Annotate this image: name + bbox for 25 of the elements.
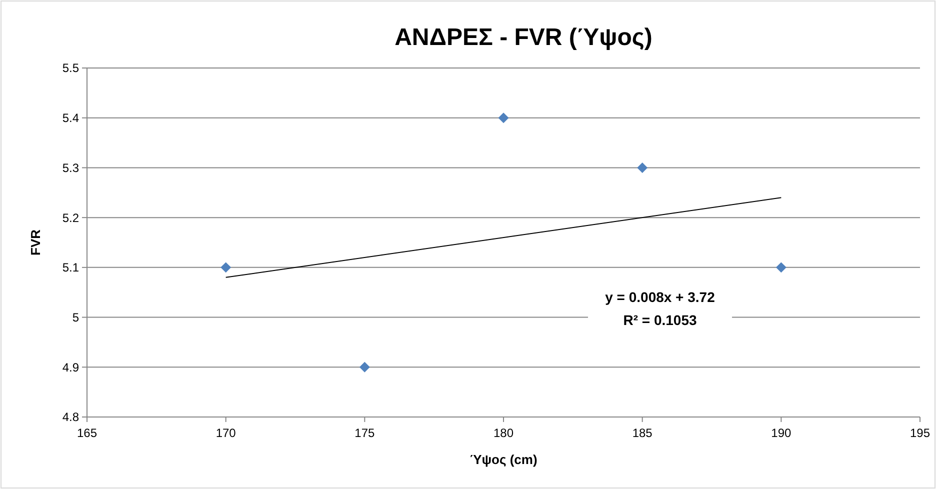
annotation: y = 0.008x + 3.72 <box>605 289 716 305</box>
x-tick-label: 185 <box>632 426 653 440</box>
y-tick-label: 5.3 <box>62 160 80 175</box>
x-tick-label: 180 <box>493 426 514 440</box>
x-axis-title: Ύψος (cm) <box>470 452 538 467</box>
y-tick-label: 4.8 <box>62 410 80 424</box>
y-tick-label: 5.1 <box>62 260 80 275</box>
point <box>776 262 786 273</box>
y-tick-label: 5 <box>72 310 80 324</box>
x-tick-label: 195 <box>910 426 930 440</box>
x-tick-label: 190 <box>771 426 792 440</box>
y-tick-label: 5.5 <box>62 61 80 76</box>
annotation: R² = 0.1053 <box>623 312 697 328</box>
y-tick-label: 5.2 <box>62 210 80 225</box>
x-tick-label: 165 <box>76 426 98 440</box>
y-tick-label: 5.4 <box>62 111 80 126</box>
y-tick-label: 4.9 <box>62 360 80 374</box>
point <box>359 362 370 372</box>
point <box>637 162 648 173</box>
x-tick-label: 175 <box>354 426 375 440</box>
point <box>220 262 232 273</box>
y-axis-title: FVR <box>28 228 43 256</box>
x-tick-label: 170 <box>216 426 236 440</box>
point <box>498 112 509 124</box>
chart-title: ΑΝΔΡΕΣ - FVR (Ύψος) <box>394 24 652 51</box>
